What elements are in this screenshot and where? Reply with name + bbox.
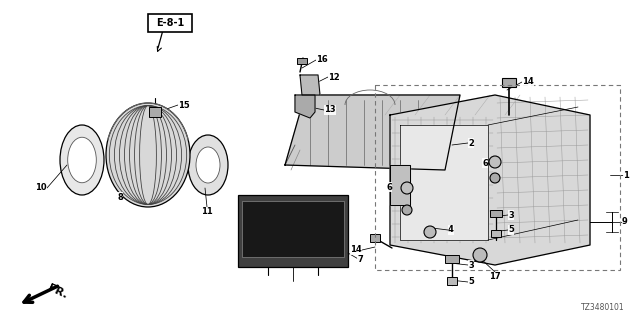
Bar [447, 277, 457, 285]
Polygon shape [300, 75, 320, 95]
Text: 5: 5 [468, 277, 474, 286]
Bar [370, 234, 380, 242]
Bar [490, 210, 502, 217]
FancyBboxPatch shape [148, 14, 192, 32]
Text: 6: 6 [482, 158, 488, 167]
Ellipse shape [188, 135, 228, 195]
Bar [491, 230, 501, 237]
Text: 5: 5 [508, 226, 514, 235]
Text: 10: 10 [35, 183, 47, 193]
Ellipse shape [106, 103, 190, 207]
Text: 3: 3 [468, 260, 474, 269]
Text: 3: 3 [508, 211, 514, 220]
Circle shape [424, 226, 436, 238]
Polygon shape [390, 165, 410, 205]
Circle shape [401, 182, 413, 194]
Polygon shape [400, 125, 488, 240]
Bar [238, 195, 348, 267]
Text: 15: 15 [178, 100, 189, 109]
Text: 2: 2 [468, 139, 474, 148]
Bar [297, 58, 307, 64]
Bar [375, 85, 620, 270]
Text: 7: 7 [357, 255, 363, 265]
Circle shape [402, 205, 412, 215]
Ellipse shape [68, 137, 96, 183]
Bar [149, 107, 161, 117]
Text: 14: 14 [350, 245, 362, 254]
Text: TZ3480101: TZ3480101 [581, 303, 625, 312]
Text: 9: 9 [622, 218, 628, 227]
Circle shape [490, 173, 500, 183]
Text: 16: 16 [316, 55, 328, 65]
Circle shape [473, 248, 487, 262]
Ellipse shape [60, 125, 104, 195]
Text: 1: 1 [623, 171, 629, 180]
Text: 13: 13 [324, 106, 335, 115]
Text: FR.: FR. [46, 283, 69, 301]
Text: E-8-1: E-8-1 [156, 18, 184, 28]
Bar [502, 78, 516, 87]
Polygon shape [295, 95, 315, 118]
Text: 17: 17 [489, 272, 501, 281]
Text: 8: 8 [117, 193, 123, 202]
Text: 6: 6 [386, 182, 392, 191]
Circle shape [489, 156, 501, 168]
Polygon shape [285, 95, 460, 170]
Text: 14: 14 [522, 77, 534, 86]
Bar [445, 255, 459, 263]
Bar [242, 201, 344, 257]
Text: 12: 12 [328, 73, 340, 82]
Polygon shape [390, 95, 590, 265]
Text: 11: 11 [201, 207, 213, 216]
Text: 4: 4 [448, 226, 454, 235]
Ellipse shape [196, 147, 220, 183]
